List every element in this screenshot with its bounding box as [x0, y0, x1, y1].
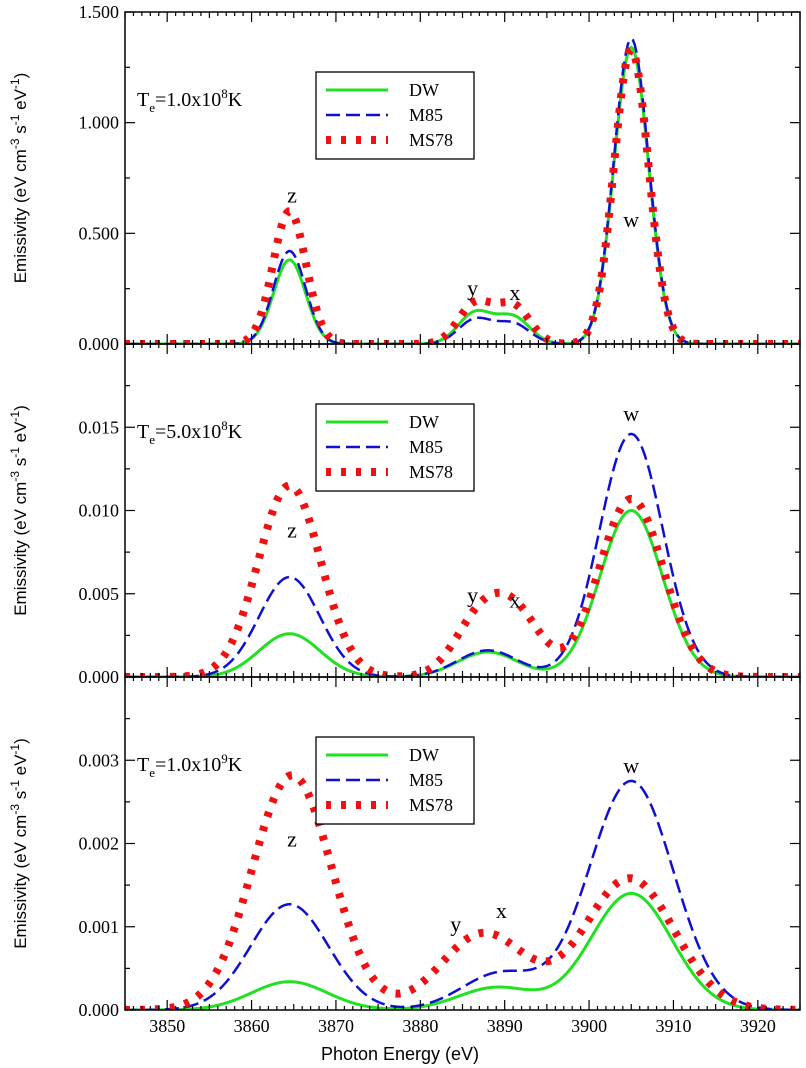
line-label-y: y — [467, 276, 478, 301]
y-axis-label: Emissivity (eV cm-3 s-1 eV-1) — [8, 73, 30, 284]
y-tick-label: 0.000 — [79, 667, 120, 687]
legend-label-m85: M85 — [409, 770, 443, 790]
temperature-label: Te=1.0x109K — [137, 751, 243, 780]
x-tick-label: 3910 — [655, 1016, 691, 1036]
legend-label-m85: M85 — [409, 437, 443, 457]
y-tick-label: 0.003 — [79, 750, 120, 770]
line-label-z: z — [287, 826, 297, 851]
y-tick-label: 0.001 — [79, 917, 120, 937]
line-label-x: x — [509, 280, 520, 305]
y-tick-label: 0.005 — [79, 584, 120, 604]
legend: DW M85 MS78 — [315, 403, 475, 492]
line-label-x: x — [509, 587, 520, 612]
plot-frame — [124, 343, 801, 678]
panel-1: 0.000 0.500 1.000 1.500 Emissivity (eV cm-3 … — [8, 2, 801, 354]
y-tick-label: 0.000 — [79, 1000, 120, 1020]
line-label-w: w — [623, 207, 639, 232]
plot-frame — [124, 11, 801, 345]
y-tick-label: 0.000 — [79, 334, 120, 354]
y-tick-label: 1.000 — [79, 113, 120, 133]
legend-label-m85: M85 — [409, 105, 443, 125]
series-m85-line — [125, 779, 800, 1010]
line-label-x: x — [496, 898, 507, 923]
x-tick-label: 3850 — [149, 1016, 185, 1036]
legend-label-ms78: MS78 — [409, 130, 453, 150]
y-tick-label: 1.500 — [79, 2, 120, 22]
x-tick-label: 3890 — [487, 1016, 523, 1036]
temperature-label: Te=5.0x108K — [137, 418, 243, 447]
y-axis-label: Emissivity (eV cm-3 s-1 eV-1) — [8, 738, 30, 949]
x-axis-label: Photon Energy (eV) — [321, 1044, 479, 1064]
series-ms78-line — [125, 481, 800, 677]
panel-3: 0.000 0.001 0.002 0.003 Emissivity (eV cm-3 … — [8, 676, 801, 1020]
x-tick-label: 3860 — [234, 1016, 270, 1036]
legend-label-dw: DW — [409, 412, 439, 432]
line-label-z: z — [287, 517, 297, 542]
temperature-label: Te=1.0x108K — [137, 86, 243, 115]
x-tick-label: 3920 — [740, 1016, 776, 1036]
line-label-y: y — [467, 582, 478, 607]
line-label-y: y — [450, 911, 461, 936]
line-label-w: w — [623, 401, 639, 426]
legend-label-dw: DW — [409, 80, 439, 100]
x-tick-label: 3900 — [571, 1016, 607, 1036]
legend: DW M85 MS78 — [315, 71, 475, 160]
legend-label-ms78: MS78 — [409, 462, 453, 482]
y-tick-label: 0.500 — [79, 223, 120, 243]
y-tick-label: 0.015 — [79, 417, 120, 437]
series-ms78-line — [125, 44, 800, 344]
legend: DW M85 MS78 — [315, 736, 475, 825]
series-m85-line — [125, 432, 800, 677]
legend-label-dw: DW — [409, 745, 439, 765]
panel-2: 0.000 0.005 0.010 0.015 Emissivity (eV cm-3 … — [8, 343, 801, 687]
y-tick-label: 0.010 — [79, 501, 120, 521]
line-label-w: w — [623, 753, 639, 778]
line-label-z: z — [287, 183, 297, 208]
series-dw-line — [125, 891, 800, 1010]
y-tick-label: 0.002 — [79, 834, 120, 854]
legend-label-ms78: MS78 — [409, 795, 453, 815]
y-axis-label: Emissivity (eV cm-3 s-1 eV-1) — [8, 405, 30, 616]
x-tick-label: 3870 — [318, 1016, 354, 1036]
x-tick-label: 3880 — [402, 1016, 438, 1036]
